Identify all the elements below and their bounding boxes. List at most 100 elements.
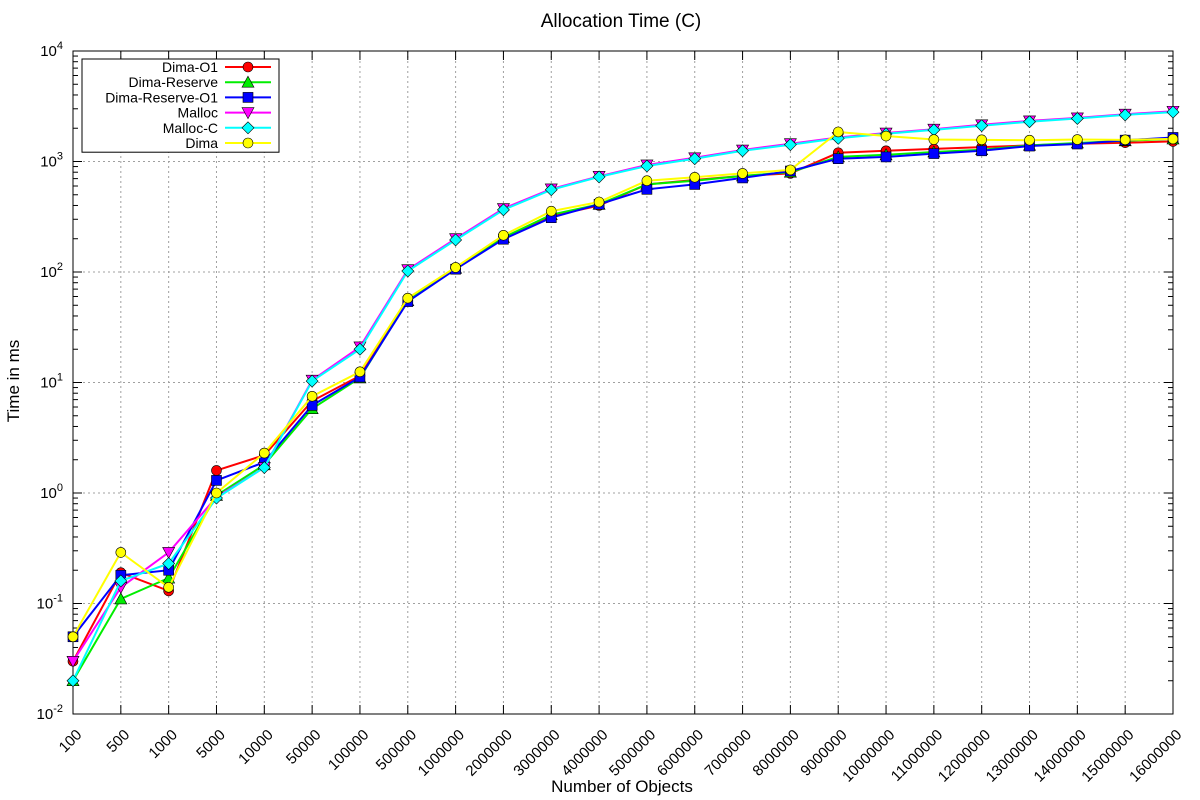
data-point-malloc-c xyxy=(449,233,463,247)
y-axis-label: Time in ms xyxy=(4,340,23,423)
x-tick-label: 16000000 xyxy=(1126,726,1185,785)
x-tick-label: 1000 xyxy=(145,726,181,762)
data-point-dima-reserve xyxy=(114,592,128,605)
data-point-dima xyxy=(545,205,557,217)
legend: Dima-O1Dima-ReserveDima-Reserve-O1Malloc… xyxy=(81,58,280,153)
x-tick-label: 6000000 xyxy=(654,726,707,779)
series-line-malloc-c xyxy=(72,111,1174,682)
data-point-malloc-c xyxy=(162,557,176,570)
x-tick-label: 500 xyxy=(103,726,133,756)
data-point-dima xyxy=(785,164,796,176)
data-point-malloc-c xyxy=(497,203,510,217)
x-tick-label: 3000000 xyxy=(510,726,563,779)
legend-label-malloc-c: Malloc-C xyxy=(163,120,218,136)
data-point-dima xyxy=(928,134,940,145)
data-point-dima xyxy=(163,582,174,593)
series-dima-reserve xyxy=(66,132,1180,687)
series-dima xyxy=(67,126,1179,643)
x-tick-label: 10000000 xyxy=(839,726,898,785)
data-point-dima xyxy=(737,168,748,179)
x-tick-label: 2000000 xyxy=(462,726,515,779)
data-point-dima xyxy=(880,130,892,142)
data-point-dima xyxy=(1167,133,1179,145)
data-point-malloc xyxy=(162,547,176,560)
data-point-malloc-c xyxy=(736,144,749,158)
legend-label-dima: Dima xyxy=(185,135,218,151)
data-point-dima xyxy=(1024,134,1035,146)
y-axis: 10-2 10-1 100 101 102 103 104 xyxy=(37,40,1173,723)
series-dima-reserve-o1 xyxy=(67,132,1179,643)
data-point-malloc-c xyxy=(783,138,797,152)
legend-label-dima-o1: Dima-O1 xyxy=(162,59,218,75)
x-tick-label: 8000000 xyxy=(749,726,802,779)
x-axis-label: Number of Objects xyxy=(551,777,693,796)
data-point-dima-reserve-o1 xyxy=(928,148,940,159)
y-tick-label: 104 xyxy=(40,40,63,60)
chart-title: Allocation Time (C) xyxy=(541,11,702,32)
data-point-malloc-c xyxy=(401,264,415,278)
data-point-malloc-c xyxy=(66,674,80,688)
x-tick-label: 7000000 xyxy=(702,726,755,779)
y-tick-label: 10-1 xyxy=(37,593,63,613)
x-tick-label: 500000 xyxy=(373,726,420,773)
x-tick-label: 50000 xyxy=(283,726,325,768)
series-line-dima xyxy=(72,130,1174,638)
x-tick-label: 5000 xyxy=(193,726,229,762)
data-point-malloc-c xyxy=(1166,105,1180,119)
data-point-malloc-c xyxy=(640,159,654,173)
y-tick-label: 10-2 xyxy=(37,703,63,723)
y-tick-label: 100 xyxy=(40,482,63,502)
legend-label-malloc: Malloc xyxy=(178,105,218,121)
data-point-dima xyxy=(498,229,509,241)
data-point-malloc-c xyxy=(688,152,702,166)
data-point-dima xyxy=(689,171,701,183)
data-point-dima xyxy=(593,196,605,208)
data-point-malloc-c xyxy=(1118,108,1132,122)
data-point-dima xyxy=(976,134,987,146)
data-point-dima-reserve-o1 xyxy=(976,145,987,157)
x-tick-label: 1000000 xyxy=(415,726,468,779)
x-tick-label: 100000 xyxy=(325,726,372,773)
legend-marker-dima xyxy=(242,137,254,149)
series-line-dima-reserve xyxy=(72,137,1174,682)
legend-marker-dima-reserve-o1 xyxy=(242,92,254,103)
data-point-dima-reserve-o1 xyxy=(880,151,892,163)
data-point-dima xyxy=(450,262,461,273)
data-point-malloc-c xyxy=(114,574,128,588)
y-tick-label: 101 xyxy=(40,372,63,392)
x-tick-label: 100 xyxy=(56,726,86,756)
legend-marker-malloc-c xyxy=(241,121,255,135)
series-dima-o1 xyxy=(67,136,1179,667)
legend-marker-malloc xyxy=(241,107,255,120)
legend-marker-dima-reserve xyxy=(241,75,255,88)
y-tick-label: 102 xyxy=(40,261,63,281)
series-layer xyxy=(66,105,1180,688)
x-tick-label: 10000 xyxy=(235,726,277,768)
legend-box xyxy=(81,58,280,153)
x-axis: 100 500 1000 5000 10000 50000 100000 5000001000… xyxy=(56,51,1185,786)
data-point-dima xyxy=(211,487,222,499)
data-point-malloc-c xyxy=(257,461,271,474)
data-point-malloc-c xyxy=(305,374,319,388)
series-line-dima-o1 xyxy=(72,140,1174,662)
series-line-dima-reserve-o1 xyxy=(72,136,1174,638)
data-point-dima xyxy=(832,126,844,138)
data-point-dima xyxy=(641,175,653,187)
data-point-dima xyxy=(67,631,79,643)
data-point-dima-o1 xyxy=(211,465,222,476)
data-point-dima-reserve-o1 xyxy=(832,153,844,165)
data-point-dima xyxy=(259,447,270,459)
series-malloc-c xyxy=(66,105,1180,688)
data-point-malloc-c xyxy=(975,119,989,133)
legend-label-dima-reserve: Dima-Reserve xyxy=(129,74,219,90)
data-point-malloc-c xyxy=(1070,112,1084,125)
data-point-dima xyxy=(354,366,366,378)
x-tick-label: 5000000 xyxy=(606,726,659,779)
y-tick-label: 103 xyxy=(40,151,63,171)
legend-marker-dima-o1 xyxy=(242,61,254,73)
data-point-dima xyxy=(115,547,127,558)
data-point-malloc-c xyxy=(353,342,367,356)
data-point-malloc-c xyxy=(592,170,606,184)
data-point-dima xyxy=(306,391,318,402)
data-point-dima xyxy=(402,292,414,304)
